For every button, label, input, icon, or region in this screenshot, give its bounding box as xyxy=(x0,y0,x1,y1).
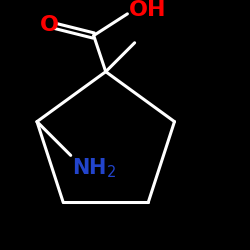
Text: O: O xyxy=(40,15,58,35)
Text: OH: OH xyxy=(128,0,166,20)
Text: NH$_2$: NH$_2$ xyxy=(72,156,117,180)
